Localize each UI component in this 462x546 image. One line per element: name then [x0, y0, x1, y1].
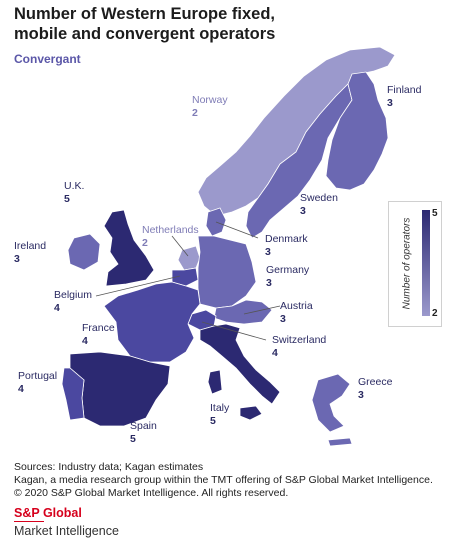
finland-shape[interactable] — [325, 71, 389, 191]
belgium-leader — [95, 275, 181, 297]
uk-shape[interactable] — [103, 209, 155, 287]
legend-gradient-bar — [422, 210, 430, 316]
sicily-shape — [239, 405, 263, 421]
italy-shape[interactable] — [199, 323, 281, 405]
label-denmark: Denmark 3 — [265, 233, 308, 258]
brand-rule — [14, 521, 44, 522]
denmark-leader — [215, 221, 259, 239]
color-legend: Number of operators 5 2 — [388, 201, 442, 327]
greece-shape[interactable] — [311, 373, 351, 433]
brand-block: S&P Global Market Intelligence — [14, 506, 119, 538]
label-italy: Italy 5 — [210, 402, 230, 427]
crete-shape — [327, 437, 353, 447]
sweden-shape[interactable] — [245, 83, 353, 239]
brand-subtitle: Market Intelligence — [14, 524, 119, 538]
ireland-shape[interactable] — [67, 233, 101, 271]
sardinia-shape — [207, 369, 223, 395]
label-portugal: Portugal 4 — [18, 370, 58, 395]
portugal-shape[interactable] — [61, 367, 85, 421]
france-shape[interactable] — [103, 281, 201, 363]
legend-axis-label: Number of operators — [401, 217, 413, 310]
label-finland: Finland 3 — [387, 84, 422, 109]
label-austria: Austria 3 — [280, 300, 313, 325]
legend-min: 2 — [432, 308, 438, 319]
label-spain: Spain 5 — [130, 420, 157, 445]
switzerland-leader — [201, 321, 267, 341]
copyright-line: © 2020 S&P Global Market Intelligence. A… — [14, 487, 289, 499]
label-netherlands: Netherlands 2 — [142, 224, 199, 249]
source-line: Sources: Industry data; Kagan estimates — [14, 461, 204, 473]
label-greece: Greece 3 — [358, 376, 393, 401]
label-switzerland: Switzerland 4 — [272, 334, 327, 359]
source-notes: Sources: Industry data; Kagan estimates … — [14, 461, 433, 500]
label-sweden: Sweden 3 — [300, 192, 338, 217]
chart-subtitle: Convergant — [14, 52, 81, 66]
spain-shape[interactable] — [69, 351, 171, 427]
label-germany: Germany 3 — [266, 264, 310, 289]
label-norway: Norway 2 — [192, 94, 228, 119]
label-france: France 4 — [82, 322, 115, 347]
austria-shape[interactable] — [213, 299, 273, 325]
chart-title: Number of Western Europe fixed, mobile a… — [14, 5, 276, 43]
brand-logo: S&P Global — [14, 506, 82, 520]
germany-shape[interactable] — [197, 235, 257, 309]
kagan-line: Kagan, a media research group within the… — [14, 474, 433, 486]
netherlands-leader — [171, 235, 189, 257]
austria-leader — [243, 305, 281, 315]
legend-max: 5 — [432, 208, 438, 219]
label-ireland: Ireland 3 — [14, 240, 47, 265]
label-belgium: Belgium 4 — [54, 289, 92, 314]
label-uk: U.K. 5 — [64, 180, 85, 205]
